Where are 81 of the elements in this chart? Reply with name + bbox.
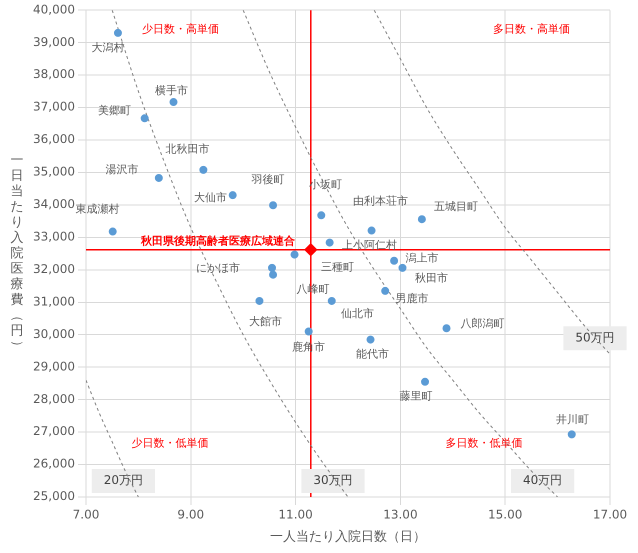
point <box>108 228 117 236</box>
point <box>154 174 163 182</box>
point <box>442 324 451 332</box>
y-tick-label: 29,000 <box>32 359 75 374</box>
point <box>199 166 208 174</box>
annotation: 五城目町 <box>434 200 478 214</box>
annotation: 大仙市 <box>194 191 228 204</box>
y-tick-label: 36,000 <box>32 132 75 146</box>
point <box>366 336 375 344</box>
annotation: 湯沢市 <box>105 162 138 176</box>
series-label: 50万円 <box>575 330 615 344</box>
point <box>140 114 149 122</box>
annotation: 男鹿市 <box>396 292 429 305</box>
annotation: 三種町 <box>321 260 354 274</box>
y-tick-label: 39,000 <box>32 34 75 49</box>
point <box>170 98 178 106</box>
point <box>269 270 278 279</box>
point <box>381 286 390 295</box>
x-tick-label: 11.00 <box>278 507 313 522</box>
y-tick-label: 33,000 <box>32 230 75 244</box>
point <box>328 296 336 305</box>
point <box>269 201 278 210</box>
point <box>228 191 237 200</box>
x-tick-label: 15.00 <box>488 507 522 522</box>
annotation: 八郎潟町 <box>460 317 505 330</box>
text: 一日当たり入院医療費（円） <box>10 152 25 354</box>
annotation: 由利本荘市 <box>353 194 408 208</box>
annotation: 仙北市 <box>341 306 374 320</box>
y-tick-label: 35,000 <box>32 164 75 179</box>
point <box>326 238 334 247</box>
x-axis-title: 一人当たり入院日数（日） <box>270 530 426 545</box>
annotation: 井川町 <box>556 413 590 426</box>
y-tick-label: 40,000 <box>32 2 75 16</box>
y-tick-label: 31,000 <box>32 294 75 308</box>
annotation: 横手市 <box>155 84 188 97</box>
x-tick-label: 7.00 <box>72 507 100 522</box>
point <box>114 28 122 37</box>
x-tick-label: 9.00 <box>177 507 204 522</box>
y-tick-label: 28,000 <box>32 392 75 406</box>
y-tick-label: 30,000 <box>32 326 75 341</box>
annotation: 秋田市 <box>414 272 448 285</box>
point <box>568 430 576 438</box>
annotation: 東成瀬村 <box>76 202 120 216</box>
y-tick-label: 38,000 <box>32 67 75 82</box>
annotation: 多日数・高単価 <box>492 22 570 36</box>
annotation: 秋田県後期高齢者医療広域連合 <box>140 234 296 248</box>
point <box>304 327 313 336</box>
annotation: 大潟村 <box>91 40 124 54</box>
point <box>398 264 406 272</box>
point <box>317 211 326 220</box>
annotation: 羽後町 <box>252 173 285 186</box>
point <box>255 296 264 305</box>
annotation: 北秋田市 <box>165 142 210 156</box>
annotation: 少日数・高単価 <box>142 22 219 36</box>
y-tick-label: 37,000 <box>32 100 75 114</box>
point <box>304 243 318 256</box>
annotation: 少日数・低単価 <box>131 436 208 450</box>
annotation: 能代市 <box>356 347 390 360</box>
series-label: 30万円 <box>313 473 353 488</box>
point <box>368 226 376 235</box>
y-tick-label: 25,000 <box>32 489 75 504</box>
annotation: 多日数・低単価 <box>446 436 523 450</box>
point <box>418 215 426 224</box>
annotation: 藤里町 <box>400 390 433 403</box>
x-tick-label: 13.00 <box>383 507 418 522</box>
annotation: 大館市 <box>248 314 282 328</box>
annotation: 上小阿仁村 <box>342 238 398 252</box>
annotation: 美郷町 <box>98 104 132 118</box>
point <box>421 378 430 386</box>
y-tick-label: 26,000 <box>32 456 75 471</box>
annotation: にかほ市 <box>196 262 240 275</box>
annotation: 潟上市 <box>406 252 439 265</box>
point <box>290 250 299 259</box>
y-tick-label: 32,000 <box>32 262 75 276</box>
point <box>390 256 398 265</box>
series-label: 40万円 <box>522 473 562 488</box>
y-tick-label: 27,000 <box>32 424 75 438</box>
x-tick-label: 17.00 <box>592 507 628 522</box>
y-tick-label: 34,000 <box>32 197 75 212</box>
series-label: 20万円 <box>104 473 144 488</box>
point <box>268 264 276 272</box>
